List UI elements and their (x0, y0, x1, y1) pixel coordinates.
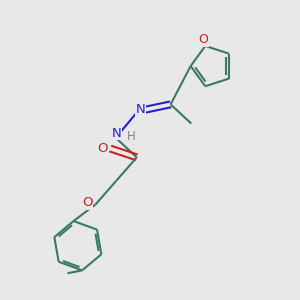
Text: N: N (112, 127, 122, 140)
Text: O: O (82, 196, 92, 209)
Text: N: N (135, 103, 145, 116)
Text: O: O (97, 142, 107, 155)
Text: O: O (198, 33, 208, 46)
Text: H: H (127, 130, 136, 143)
